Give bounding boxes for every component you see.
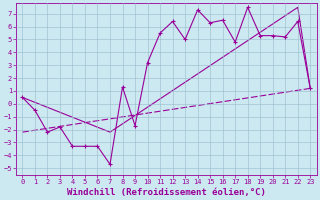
- X-axis label: Windchill (Refroidissement éolien,°C): Windchill (Refroidissement éolien,°C): [67, 188, 266, 197]
